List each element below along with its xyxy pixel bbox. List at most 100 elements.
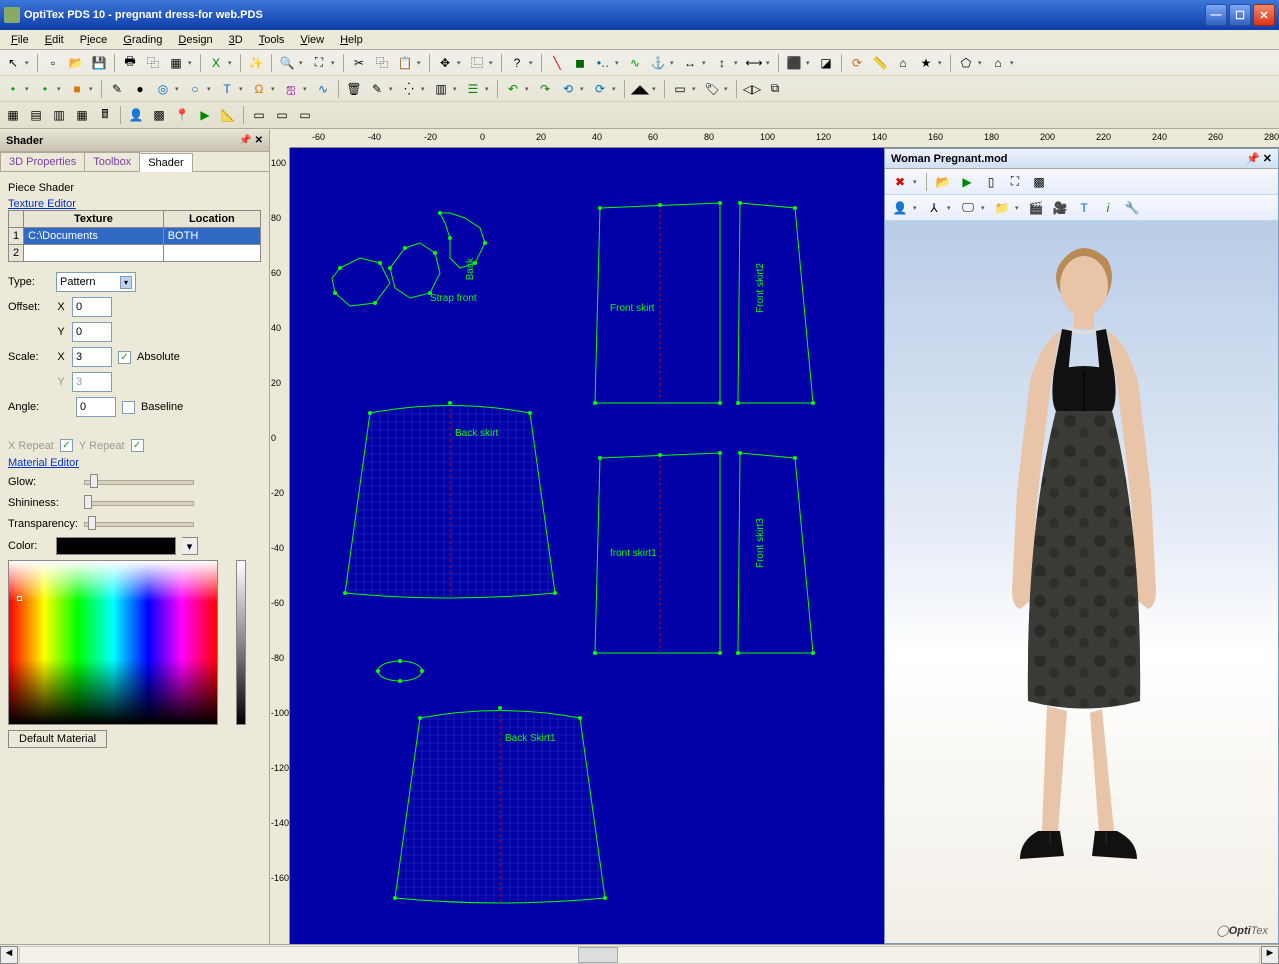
menu-3d[interactable]: 3D bbox=[222, 32, 250, 48]
wave-icon[interactable]: ∿ bbox=[312, 78, 334, 100]
color-swatch[interactable] bbox=[56, 537, 176, 555]
menu-grading[interactable]: Grading bbox=[116, 32, 169, 48]
menu-view[interactable]: View bbox=[293, 32, 331, 48]
panel-3d-pin-icon[interactable]: 📌 ✕ bbox=[1246, 152, 1272, 165]
fit-icon[interactable]: ⛶ bbox=[1004, 171, 1026, 193]
hatch-icon[interactable]: ▩ bbox=[148, 104, 170, 126]
home-icon[interactable]: ⌂ bbox=[892, 52, 914, 74]
piece-front-skirt3[interactable] bbox=[735, 448, 815, 663]
table-row[interactable]: 1C:\DocumentsBOTH bbox=[9, 228, 261, 245]
table3-icon[interactable]: ▥ bbox=[48, 104, 70, 126]
scroll-thumb[interactable] bbox=[578, 947, 618, 963]
tab-3d-properties[interactable]: 3D Properties bbox=[0, 152, 85, 171]
baseline-checkbox[interactable] bbox=[122, 401, 135, 414]
viewport-3d[interactable]: ◯OptiTex bbox=[885, 221, 1278, 943]
rect-icon[interactable]: ◼ bbox=[569, 52, 591, 74]
point-icon[interactable]: •‥ bbox=[592, 52, 614, 74]
open-icon[interactable]: 📂 bbox=[65, 52, 87, 74]
avatar-icon[interactable]: 👤 bbox=[889, 197, 911, 219]
copy-icon[interactable]: ⿻ bbox=[142, 52, 164, 74]
camera-icon[interactable]: 🎬 bbox=[1025, 197, 1047, 219]
open3d-icon[interactable]: 📂 bbox=[932, 171, 954, 193]
table2-icon[interactable]: ▤ bbox=[25, 104, 47, 126]
piece1-icon[interactable]: ⬛ bbox=[783, 52, 805, 74]
target-icon[interactable]: ◎ bbox=[152, 78, 174, 100]
save-icon[interactable]: 💾 bbox=[88, 52, 110, 74]
table4-icon[interactable]: ▦ bbox=[71, 104, 93, 126]
wand-icon[interactable]: ✨ bbox=[245, 52, 267, 74]
tri-icon[interactable]: ◁▷ bbox=[741, 78, 763, 100]
info-icon[interactable]: i bbox=[1097, 197, 1119, 219]
undo-icon[interactable]: ↶ bbox=[502, 78, 524, 100]
pointer-icon[interactable]: ↖ bbox=[2, 52, 24, 74]
shininess-slider[interactable] bbox=[84, 495, 194, 511]
horizontal-scrollbar[interactable]: ◄ ► bbox=[0, 944, 1279, 964]
doc3-icon[interactable]: ▭ bbox=[294, 104, 316, 126]
menu-tools[interactable]: Tools bbox=[252, 32, 292, 48]
piece-front-skirt2[interactable] bbox=[735, 198, 815, 413]
minimize-button[interactable]: — bbox=[1205, 4, 1227, 26]
offset-x-input[interactable]: 0 bbox=[72, 297, 112, 317]
square-icon[interactable]: ■ bbox=[66, 78, 88, 100]
close-x-icon[interactable]: ✖ bbox=[889, 171, 911, 193]
folder-icon[interactable]: 📁 bbox=[991, 197, 1013, 219]
zoomfit-icon[interactable]: ⛶ bbox=[308, 52, 330, 74]
redo-icon[interactable]: ↷ bbox=[534, 78, 556, 100]
type-select[interactable]: Pattern bbox=[56, 272, 136, 292]
print-icon[interactable]: 🖶 bbox=[119, 52, 141, 74]
dim1-icon[interactable]: ↔ bbox=[679, 52, 701, 74]
default-material-button[interactable]: Default Material bbox=[8, 730, 107, 748]
grid-icon[interactable]: ▦ bbox=[165, 52, 187, 74]
piece-back-skirt1[interactable] bbox=[390, 703, 610, 913]
node2-icon[interactable]: • bbox=[34, 78, 56, 100]
menu-piece[interactable]: Piece bbox=[73, 32, 115, 48]
tab-shader[interactable]: Shader bbox=[139, 153, 192, 172]
doc2-icon[interactable]: ▭ bbox=[271, 104, 293, 126]
list-icon[interactable]: ☰ bbox=[462, 78, 484, 100]
omega-icon[interactable]: Ω bbox=[248, 78, 270, 100]
play3d-icon[interactable]: ▶ bbox=[194, 104, 216, 126]
angle-input[interactable]: 0 bbox=[76, 397, 116, 417]
close-button[interactable]: ✕ bbox=[1253, 4, 1275, 26]
curve-icon[interactable]: ∿ bbox=[624, 52, 646, 74]
trash-icon[interactable]: 🗑 bbox=[343, 78, 365, 100]
color-dropdown-icon[interactable]: ▾ bbox=[182, 537, 198, 555]
knot-icon[interactable]: ஐ bbox=[280, 78, 302, 100]
run-icon[interactable]: ⟳ bbox=[846, 52, 868, 74]
scroll-left-icon[interactable]: ◄ bbox=[0, 946, 18, 964]
page-icon[interactable]: ▭ bbox=[669, 78, 691, 100]
play-icon[interactable]: ▶ bbox=[956, 171, 978, 193]
text-icon[interactable]: T bbox=[216, 78, 238, 100]
pattern-canvas[interactable]: Strap front Back Back skirt Back Skirt1 bbox=[290, 148, 1279, 944]
line-icon[interactable]: ╲ bbox=[546, 52, 568, 74]
box-icon[interactable]: ⧉ bbox=[764, 78, 786, 100]
ruler3-icon[interactable]: 📐 bbox=[217, 104, 239, 126]
table-row[interactable]: 2 bbox=[9, 245, 261, 262]
piece-cup[interactable] bbox=[375, 658, 425, 684]
menu-file[interactable]: File bbox=[4, 32, 36, 48]
shape1-icon[interactable]: ⬠ bbox=[955, 52, 977, 74]
wrench-icon[interactable]: 🔧 bbox=[1121, 197, 1143, 219]
new-icon[interactable]: ▫ bbox=[42, 52, 64, 74]
shape2-icon[interactable]: ⌂ bbox=[987, 52, 1009, 74]
node-icon[interactable]: • bbox=[2, 78, 24, 100]
ruler-icon[interactable]: 📏 bbox=[869, 52, 891, 74]
material-editor-link[interactable]: Material Editor bbox=[8, 457, 261, 469]
excel-icon[interactable]: X bbox=[205, 52, 227, 74]
piece-back-skirt[interactable] bbox=[340, 398, 560, 608]
circle-icon[interactable]: ○ bbox=[184, 78, 206, 100]
offset-y-input[interactable]: 0 bbox=[72, 322, 112, 342]
help-icon[interactable]: ? bbox=[506, 52, 528, 74]
text3d-icon[interactable]: T bbox=[1073, 197, 1095, 219]
calc-icon[interactable]: 🖩 bbox=[94, 104, 116, 126]
pin-icon[interactable]: 📌 ✕ bbox=[239, 135, 263, 146]
piece2-icon[interactable]: ◪ bbox=[815, 52, 837, 74]
col-location[interactable]: Location bbox=[163, 211, 260, 228]
person-icon[interactable]: 👤 bbox=[125, 104, 147, 126]
glow-slider[interactable] bbox=[84, 474, 194, 490]
pen-icon[interactable]: ✎ bbox=[366, 78, 388, 100]
screen-icon[interactable]: 🖵 bbox=[957, 197, 979, 219]
dot-icon[interactable]: ● bbox=[129, 78, 151, 100]
record-icon[interactable]: 🎥 bbox=[1049, 197, 1071, 219]
piece-bodice[interactable] bbox=[320, 208, 510, 328]
